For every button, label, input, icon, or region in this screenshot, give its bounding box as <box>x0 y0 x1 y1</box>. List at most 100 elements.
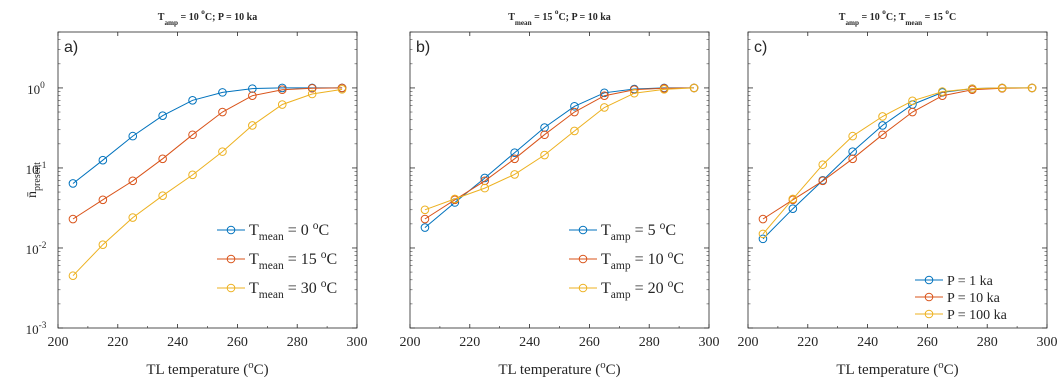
data-point <box>248 91 257 100</box>
legend-swatch-marker <box>924 309 934 319</box>
data-point <box>98 155 108 165</box>
panel-title-part: = 10 <box>859 12 882 23</box>
data-point <box>938 87 947 96</box>
y-tick-label-part: 10 <box>27 82 40 97</box>
data-point <box>600 88 609 98</box>
x-tick-label: 220 <box>107 335 128 350</box>
legend-entry-label-part: o <box>313 220 319 232</box>
x-axis-label-part: o <box>248 359 253 371</box>
y-tick-label-part: -2 <box>39 241 47 251</box>
data-point <box>480 183 490 193</box>
legend: P = 1 ka P = 10 ka P = 100 ka <box>915 274 1008 323</box>
legend-entry-label: Tamp = 5 oC <box>601 220 676 243</box>
x-tick-label: 300 <box>699 335 720 350</box>
data-point <box>908 107 917 117</box>
legend-entry-label-part: P = 10 ka <box>947 291 1001 306</box>
axes-box <box>57 31 358 329</box>
data-point <box>68 214 78 224</box>
panel-title-part: C; P = 10 ka <box>558 12 610 23</box>
data-point <box>248 121 257 130</box>
data-point <box>510 154 519 164</box>
axes-box <box>747 31 1048 329</box>
x-tick-label: 220 <box>797 335 818 350</box>
data-point <box>540 150 549 160</box>
panel-title-part: amp <box>845 19 859 27</box>
data-point <box>629 88 639 98</box>
panel-title-part: = 10 <box>178 12 201 23</box>
x-axis-label-part: C) <box>254 362 269 378</box>
panel-2: Tmean = 15 oC; P = 10 kab)200 220 240 260 28… <box>400 8 720 378</box>
x-tick-label: 200 <box>738 335 759 350</box>
data-point <box>967 84 977 93</box>
x-tick-label: 240 <box>167 335 188 350</box>
y-axis-label-sub: present <box>32 162 43 191</box>
panel-1: Tamp = 10 oC; P = 10 kaa)200 220 240 260 280… <box>26 8 368 378</box>
x-tick-label: 220 <box>459 335 480 350</box>
legend-entry-label-part: = 10 <box>631 251 668 268</box>
data-point <box>848 154 857 164</box>
legend-entry-label-part: C <box>673 280 684 297</box>
data-point <box>997 83 1007 93</box>
data-point <box>788 194 798 204</box>
legend-entry-label-part: C <box>327 251 338 268</box>
series-3 <box>68 85 347 281</box>
panel-title: Tamp = 10 oC; Tmean = 15 oC <box>839 8 956 27</box>
legend-entry-label-part: T <box>249 280 259 297</box>
data-point <box>878 130 887 140</box>
panel-title: Tamp = 10 oC; P = 10 ka <box>158 8 257 27</box>
data-point <box>277 85 287 95</box>
x-axis-label-part: C) <box>944 362 959 378</box>
x-tick-label: 260 <box>917 335 938 350</box>
legend-entry-label-part: T <box>601 222 611 239</box>
data-point <box>758 229 768 239</box>
legend-entry-label-part: C <box>319 222 330 239</box>
data-point <box>758 234 768 244</box>
data-point <box>510 148 519 158</box>
series-3 <box>420 83 699 215</box>
x-tick-label: 260 <box>579 335 600 350</box>
legend-entry-label-part: o <box>668 249 674 261</box>
panel-title-part: T <box>839 12 846 23</box>
legend-entry-label: Tmean = 15 oC <box>249 249 337 272</box>
data-point <box>188 130 197 140</box>
data-point <box>277 100 287 109</box>
panel-label: c) <box>754 39 767 56</box>
data-point <box>188 96 197 105</box>
data-point <box>248 84 257 93</box>
y-axis-label: n̄present <box>25 162 43 198</box>
data-point <box>908 96 917 106</box>
series-line <box>72 87 343 220</box>
data-point <box>128 213 138 222</box>
data-point <box>158 111 167 120</box>
x-axis-label-part: C) <box>606 362 621 378</box>
x-tick-label: 280 <box>977 335 998 350</box>
data-point <box>218 147 227 156</box>
legend-entry-label-part: P = 1 ka <box>947 274 994 289</box>
y-tick-label-part: 0 <box>40 81 45 91</box>
legend-entry-label-part: T <box>249 222 259 239</box>
data-point <box>68 271 78 281</box>
y-tick-label-part: -3 <box>39 321 47 331</box>
legend-swatch-marker <box>226 283 236 293</box>
legend-entry-label: P = 10 ka <box>947 291 1001 306</box>
panel-title-part: amp <box>164 19 178 27</box>
legend-entry-label-part: amp <box>611 231 631 243</box>
data-point <box>689 83 699 93</box>
legend-entry-label-part: T <box>601 251 611 268</box>
legend-entry-label-part: = 0 <box>284 222 313 239</box>
data-point <box>570 107 579 117</box>
y-tick-label-part: 10 <box>26 242 39 257</box>
y-axis-label-main: n̄ <box>25 191 40 198</box>
data-point <box>1027 83 1037 93</box>
data-point <box>218 88 227 97</box>
data-point <box>758 214 768 224</box>
data-point <box>307 83 317 93</box>
legend-entry-label-part: o <box>668 278 674 290</box>
panel-title-part: o <box>201 8 205 16</box>
legend-entry-label-part: C <box>665 222 676 239</box>
legend-entry-label-part: P = 100 ka <box>947 308 1008 323</box>
x-tick-label: 300 <box>1037 335 1058 350</box>
x-axis-label-part: TL temperature ( <box>498 362 600 378</box>
panel-title-part: o <box>555 8 559 16</box>
